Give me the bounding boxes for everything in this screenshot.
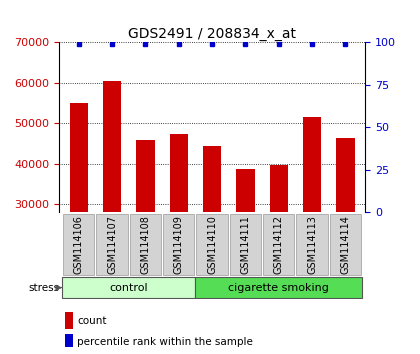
Bar [203,145,221,212]
Bar [136,139,155,212]
Text: percentile rank within the sample: percentile rank within the sample [77,337,253,347]
Bar [336,138,354,212]
Text: stress: stress [28,282,60,293]
Bar [297,214,328,275]
Bar [63,214,94,275]
Bar [70,103,88,212]
Bar [103,81,121,212]
Text: GSM114108: GSM114108 [140,215,150,274]
Bar [230,214,261,275]
Text: GSM114113: GSM114113 [307,215,317,274]
Bar [270,165,288,212]
Bar [170,133,188,212]
Bar [163,214,194,275]
Title: GDS2491 / 208834_x_at: GDS2491 / 208834_x_at [128,28,296,41]
Text: count: count [77,316,107,326]
Text: control: control [110,282,148,293]
Text: GSM114111: GSM114111 [240,215,250,274]
Text: cigarette smoking: cigarette smoking [228,282,329,293]
Text: GSM114107: GSM114107 [107,215,117,274]
Bar [130,214,161,275]
Bar [195,277,362,298]
Text: GSM114112: GSM114112 [274,215,284,274]
Bar [263,214,294,275]
Bar [62,277,195,298]
Bar [97,214,128,275]
Text: GSM114109: GSM114109 [174,215,184,274]
Text: GSM114106: GSM114106 [74,215,84,274]
Bar [330,214,361,275]
Text: GSM114110: GSM114110 [207,215,217,274]
Bar [197,214,228,275]
Text: GSM114114: GSM114114 [340,215,350,274]
Bar [303,117,321,212]
Bar [65,312,73,329]
Bar [236,169,255,212]
Bar [65,334,73,350]
